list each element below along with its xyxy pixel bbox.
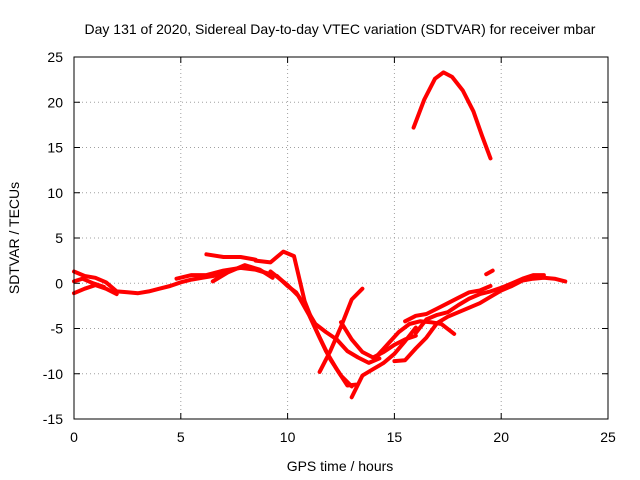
x-tick-label: 20 — [493, 429, 509, 445]
x-tick-label: 25 — [600, 429, 616, 445]
y-tick-label: -15 — [43, 411, 63, 427]
y-tick-label: -10 — [43, 366, 63, 382]
series-track-10 — [317, 286, 365, 374]
grid-lines — [74, 57, 608, 419]
series-track-5 — [204, 252, 258, 262]
data-series — [72, 70, 568, 400]
y-tick-label: -5 — [51, 321, 64, 337]
y-tick-label: 5 — [55, 230, 63, 246]
series-track-9 — [274, 274, 382, 365]
x-tick-label: 15 — [387, 429, 403, 445]
series-track-15 — [413, 273, 546, 335]
y-tick-label: 20 — [47, 94, 63, 110]
x-axis-label: GPS time / hours — [287, 458, 394, 474]
y-tick-label: 15 — [47, 140, 63, 156]
axis-ticks — [73, 56, 609, 420]
series-track-6 — [210, 263, 275, 284]
chart-title: Day 131 of 2020, Sidereal Day-to-day VTE… — [85, 21, 596, 37]
y-tick-label: 25 — [47, 49, 63, 65]
series-track-12 — [349, 325, 418, 400]
series-track-16 — [403, 284, 493, 324]
x-tick-label: 0 — [70, 429, 78, 445]
series-track-1 — [72, 269, 226, 296]
tick-labels: 0 5 10 15 20 25 -15 -10 -5 0 5 10 15 20 25 — [43, 49, 616, 445]
x-tick-label: 5 — [177, 429, 185, 445]
series-track-18 — [411, 70, 493, 161]
y-tick-label: 0 — [55, 275, 63, 291]
y-tick-label: 10 — [47, 185, 63, 201]
series-track-17 — [484, 268, 495, 277]
x-tick-label: 10 — [280, 429, 296, 445]
y-axis-label: SDTVAR / TECUs — [6, 182, 22, 294]
series-track-14 — [392, 275, 568, 364]
series-track-3 — [72, 276, 106, 289]
